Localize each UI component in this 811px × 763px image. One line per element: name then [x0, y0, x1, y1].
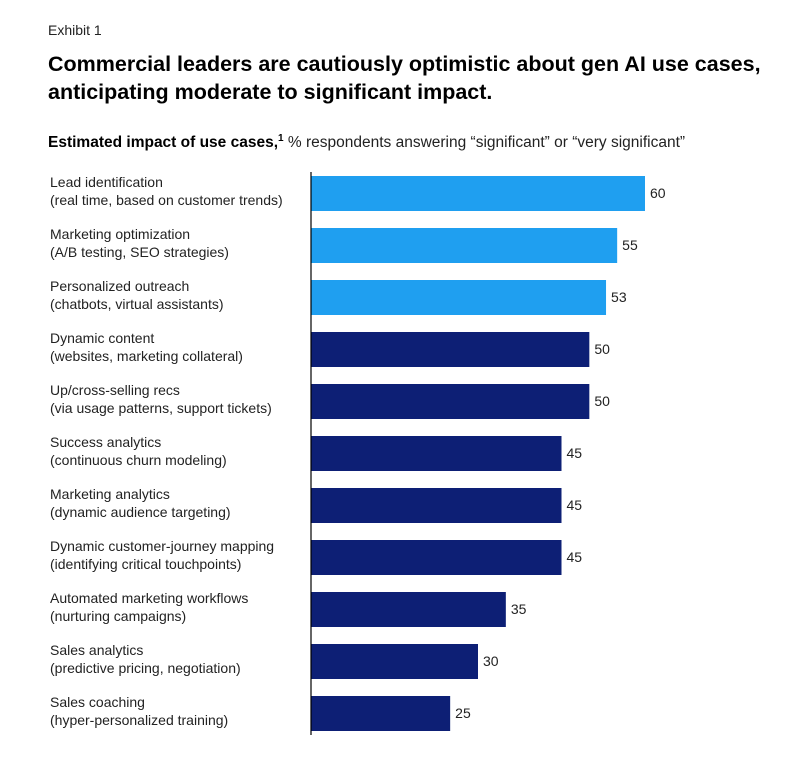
value-label: 55	[622, 237, 638, 253]
bar-4	[311, 332, 590, 367]
category-label: Dynamic content	[50, 330, 154, 346]
value-label: 30	[483, 653, 499, 669]
value-label: 50	[594, 393, 610, 409]
category-detail: (websites, marketing collateral)	[50, 348, 243, 364]
category-detail: (hyper-personalized training)	[50, 712, 228, 728]
value-label: 25	[455, 705, 471, 721]
bar-1	[311, 176, 645, 211]
bar-3	[311, 280, 607, 315]
footnote-marker: 1	[278, 132, 284, 144]
value-label: 50	[594, 341, 610, 357]
value-label: 60	[650, 185, 666, 201]
category-detail: (via usage patterns, support tickets)	[50, 400, 272, 416]
category-detail: (real time, based on customer trends)	[50, 192, 283, 208]
value-label: 45	[567, 445, 583, 461]
category-label: Marketing optimization	[50, 226, 190, 242]
category-detail: (chatbots, virtual assistants)	[50, 296, 224, 312]
subtitle-bold: Estimated impact of use cases,	[48, 134, 279, 151]
bar-11	[311, 696, 451, 731]
bar-9	[311, 592, 506, 627]
bar-2	[311, 228, 618, 263]
category-label: Sales analytics	[50, 642, 143, 658]
category-detail: (identifying critical touchpoints)	[50, 556, 241, 572]
category-label: Dynamic customer-journey mapping	[50, 538, 274, 554]
value-label: 45	[567, 497, 583, 513]
category-detail: (continuous churn modeling)	[50, 452, 227, 468]
exhibit-label: Exhibit 1	[48, 22, 102, 38]
bar-7	[311, 488, 562, 523]
category-label: Success analytics	[50, 434, 161, 450]
category-detail: (nurturing campaigns)	[50, 608, 186, 624]
value-label: 45	[567, 549, 583, 565]
value-label: 35	[511, 601, 527, 617]
category-label: Lead identification	[50, 174, 163, 190]
chart-headline: Commercial leaders are cautiously optimi…	[48, 52, 761, 104]
category-label: Personalized outreach	[50, 278, 189, 294]
bar-6	[311, 436, 562, 471]
category-label: Marketing analytics	[50, 486, 170, 502]
category-label: Sales coaching	[50, 694, 145, 710]
bar-5	[311, 384, 590, 419]
subtitle-unit: % respondents answering “significant” or…	[287, 134, 686, 151]
category-detail: (dynamic audience targeting)	[50, 504, 231, 520]
category-label: Automated marketing workflows	[50, 590, 248, 606]
chart-subtitle: Estimated impact of use cases,1 % respon…	[48, 132, 686, 152]
category-detail: (predictive pricing, negotiation)	[50, 660, 241, 676]
bar-8	[311, 540, 562, 575]
bar-10	[311, 644, 478, 679]
value-label: 53	[611, 289, 627, 305]
category-label: Up/cross-selling recs	[50, 382, 180, 398]
category-detail: (A/B testing, SEO strategies)	[50, 244, 229, 260]
